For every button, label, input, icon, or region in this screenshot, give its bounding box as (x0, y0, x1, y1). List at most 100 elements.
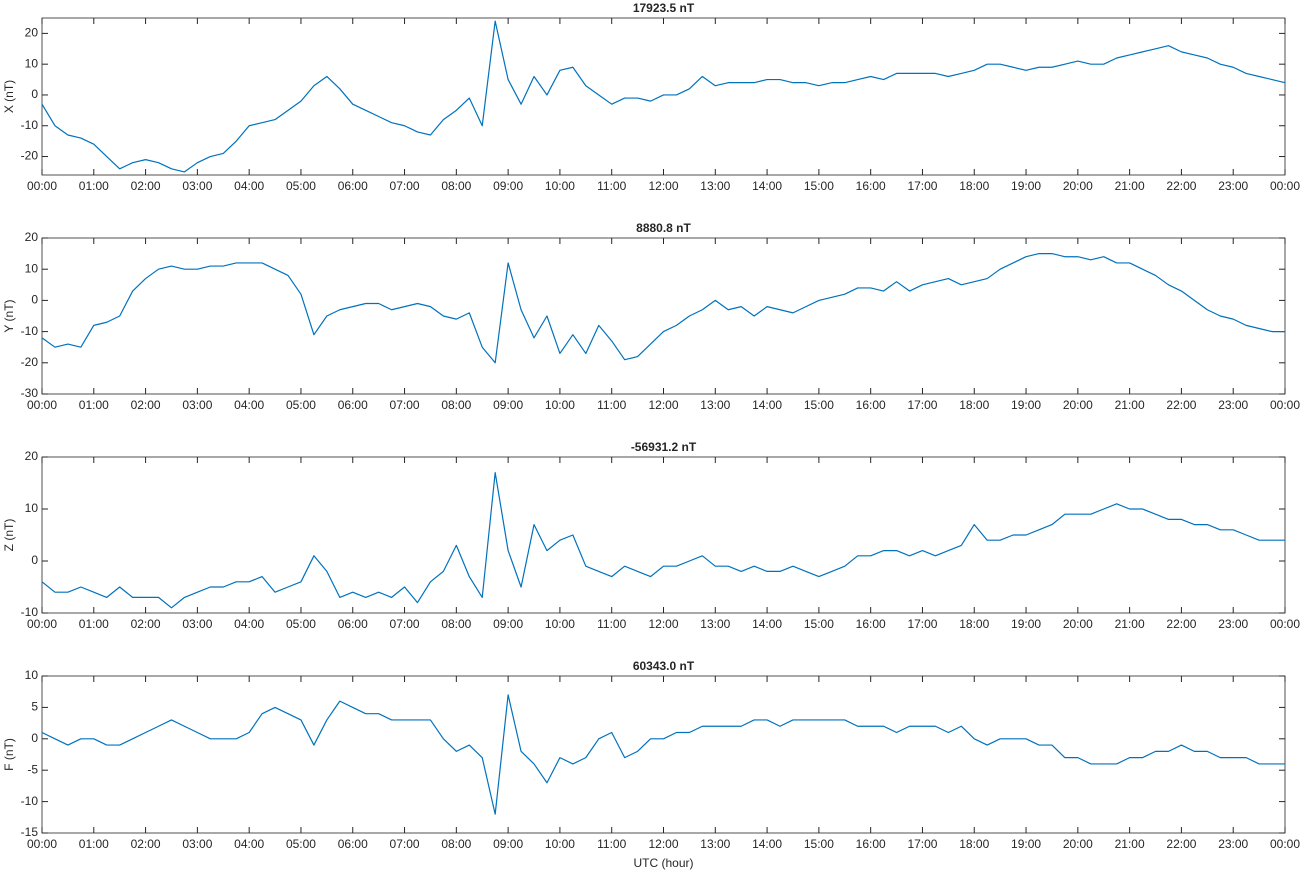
x-tick-label: 02:00 (131, 398, 161, 412)
x-tick-label: 00:00 (27, 179, 57, 193)
x-tick-label: 00:00 (27, 837, 57, 851)
x-tick-label: 22:00 (1166, 617, 1196, 631)
x-tick-label: 07:00 (390, 617, 420, 631)
y-tick-label: -10 (21, 605, 39, 619)
x-tick-label: 00:00 (27, 617, 57, 631)
x-tick-label: 00:00 (1270, 179, 1300, 193)
x-tick-label: 12:00 (648, 837, 678, 851)
x-tick-label: 21:00 (1115, 617, 1145, 631)
y-tick-label: 20 (25, 230, 39, 244)
x-tick-label: 16:00 (856, 179, 886, 193)
x-tick-label: 15:00 (804, 179, 834, 193)
data-line (41, 20, 1286, 173)
x-tick-label: 09:00 (493, 617, 523, 631)
x-tick-label: 01:00 (79, 179, 109, 193)
y-tick-label: 10 (25, 501, 39, 515)
y-tick-label: 10 (25, 261, 39, 275)
x-tick-label: 12:00 (648, 179, 678, 193)
x-tick-label: 18:00 (959, 179, 989, 193)
x-tick-label: 04:00 (234, 837, 264, 851)
x-tick-label: 11:00 (597, 398, 626, 412)
x-tick-label: 05:00 (286, 837, 316, 851)
x-tick-label: 03:00 (182, 837, 212, 851)
y-tick-label: 0 (31, 553, 38, 567)
data-line (41, 694, 1285, 815)
y-tick-label: -10 (21, 324, 39, 338)
x-tick-label: 20:00 (1063, 398, 1093, 412)
y-tick-label: 20 (25, 449, 39, 463)
x-tick-label: 05:00 (286, 179, 316, 193)
x-tick-label: 10:00 (545, 837, 575, 851)
chart-title: 60343.0 nT (633, 659, 695, 673)
x-tick-label: 18:00 (959, 617, 989, 631)
data-line (41, 472, 1285, 609)
x-tick-label: 22:00 (1166, 398, 1196, 412)
x-tick-label: 00:00 (27, 398, 57, 412)
x-tick-label: 04:00 (234, 398, 264, 412)
y-tick-label: -10 (21, 118, 39, 132)
chart-title: 17923.5 nT (633, 1, 695, 15)
x-tick-label: 05:00 (286, 398, 316, 412)
x-tick-label: 14:00 (752, 179, 782, 193)
y-tick-label: 10 (25, 56, 39, 70)
x-tick-label: 16:00 (856, 837, 886, 851)
x-tick-label: 13:00 (700, 617, 730, 631)
x-axis-label: UTC (hour) (633, 856, 693, 870)
x-tick-label: 20:00 (1063, 837, 1093, 851)
x-tick-label: 15:00 (804, 617, 834, 631)
y-tick-label: -5 (27, 762, 38, 776)
x-tick-label: 08:00 (441, 837, 471, 851)
x-tick-label: 23:00 (1218, 617, 1248, 631)
x-tick-label: 03:00 (182, 179, 212, 193)
x-tick-label: 11:00 (597, 837, 626, 851)
x-tick-label: 06:00 (338, 398, 368, 412)
y-tick-label: -20 (21, 149, 39, 163)
x-tick-label: 17:00 (907, 837, 937, 851)
y-tick-label: -10 (21, 794, 39, 808)
y-axis-label: X (nT) (2, 80, 16, 113)
x-tick-label: 12:00 (648, 617, 678, 631)
x-tick-label: 19:00 (1011, 617, 1041, 631)
x-tick-label: 21:00 (1115, 179, 1145, 193)
y-tick-label: 10 (25, 668, 39, 682)
x-tick-label: 01:00 (79, 837, 109, 851)
x-tick-label: 14:00 (752, 837, 782, 851)
x-tick-label: 10:00 (545, 617, 575, 631)
x-tick-label: 10:00 (545, 398, 575, 412)
x-tick-label: 09:00 (493, 179, 523, 193)
plot-area (41, 17, 1286, 176)
y-axis-label: Y (nT) (2, 299, 16, 332)
x-tick-label: 00:00 (1270, 398, 1300, 412)
x-tick-label: 15:00 (804, 837, 834, 851)
x-tick-label: 02:00 (131, 617, 161, 631)
x-tick-label: 12:00 (648, 398, 678, 412)
y-tick-label: 5 (31, 700, 38, 714)
x-tick-label: 19:00 (1011, 398, 1041, 412)
x-tick-label: 23:00 (1218, 837, 1248, 851)
x-tick-label: 05:00 (286, 617, 316, 631)
plot-area (41, 675, 1286, 834)
x-tick-label: 07:00 (390, 398, 420, 412)
x-tick-label: 20:00 (1063, 179, 1093, 193)
y-axis-label: F (nT) (2, 738, 16, 771)
x-tick-label: 22:00 (1166, 837, 1196, 851)
x-tick-label: 01:00 (79, 398, 109, 412)
x-tick-label: 15:00 (804, 398, 834, 412)
x-tick-label: 13:00 (700, 179, 730, 193)
x-tick-label: 06:00 (338, 617, 368, 631)
y-tick-label: 0 (31, 87, 38, 101)
x-tick-label: 23:00 (1218, 398, 1248, 412)
x-tick-label: 17:00 (907, 179, 937, 193)
x-tick-label: 08:00 (441, 617, 471, 631)
x-tick-label: 02:00 (131, 179, 161, 193)
y-tick-label: -30 (21, 386, 39, 400)
x-tick-label: 00:00 (1270, 837, 1300, 851)
y-tick-label: 20 (25, 26, 39, 40)
data-line (41, 253, 1285, 364)
x-tick-label: 20:00 (1063, 617, 1093, 631)
x-tick-label: 04:00 (234, 179, 264, 193)
y-axis-label: Z (nT) (2, 519, 16, 552)
x-tick-label: 01:00 (79, 617, 109, 631)
y-tick-label: -15 (21, 825, 39, 839)
